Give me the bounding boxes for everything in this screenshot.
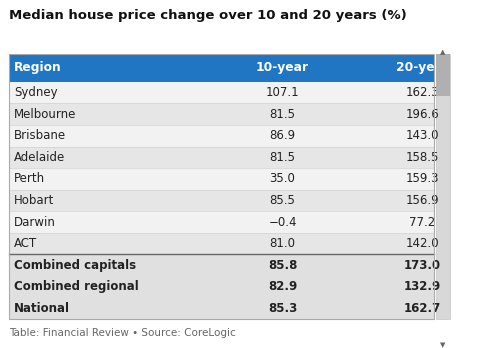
Text: Darwin: Darwin <box>14 215 56 229</box>
Text: −0.4: −0.4 <box>268 215 297 229</box>
Text: 132.9: 132.9 <box>404 280 441 293</box>
Text: Region: Region <box>14 61 62 74</box>
FancyBboxPatch shape <box>436 54 450 96</box>
Text: 20-year: 20-year <box>396 61 449 74</box>
FancyBboxPatch shape <box>9 211 434 233</box>
FancyBboxPatch shape <box>9 254 434 276</box>
Text: 81.0: 81.0 <box>270 237 295 250</box>
Text: 142.0: 142.0 <box>406 237 440 250</box>
Text: 81.5: 81.5 <box>270 108 295 121</box>
Text: 81.5: 81.5 <box>270 151 295 164</box>
Text: National: National <box>14 302 70 315</box>
Text: ▼: ▼ <box>440 342 446 348</box>
Text: 158.5: 158.5 <box>406 151 439 164</box>
FancyBboxPatch shape <box>9 276 434 298</box>
Text: 86.9: 86.9 <box>270 129 295 142</box>
Text: ▲: ▲ <box>440 49 446 55</box>
Text: Median house price change over 10 and 20 years (%): Median house price change over 10 and 20… <box>9 9 407 22</box>
Text: 156.9: 156.9 <box>406 194 440 207</box>
Text: 77.2: 77.2 <box>410 215 436 229</box>
Text: Melbourne: Melbourne <box>14 108 76 121</box>
FancyBboxPatch shape <box>9 147 434 168</box>
FancyBboxPatch shape <box>9 168 434 190</box>
Text: 196.6: 196.6 <box>406 108 440 121</box>
FancyBboxPatch shape <box>9 82 434 103</box>
Text: 107.1: 107.1 <box>266 86 300 99</box>
Text: 85.5: 85.5 <box>270 194 295 207</box>
Text: 85.3: 85.3 <box>268 302 297 315</box>
FancyBboxPatch shape <box>9 54 434 82</box>
Text: Table: Financial Review • Source: CoreLogic: Table: Financial Review • Source: CoreLo… <box>9 327 236 338</box>
Text: 173.0: 173.0 <box>404 259 441 272</box>
Text: 82.9: 82.9 <box>268 280 297 293</box>
FancyBboxPatch shape <box>436 54 450 319</box>
Text: 143.0: 143.0 <box>406 129 440 142</box>
Text: 159.3: 159.3 <box>406 172 440 185</box>
Text: ACT: ACT <box>14 237 37 250</box>
Text: Combined capitals: Combined capitals <box>14 259 136 272</box>
Text: 162.7: 162.7 <box>404 302 441 315</box>
FancyBboxPatch shape <box>9 233 434 254</box>
Text: 10-year: 10-year <box>256 61 309 74</box>
Text: Hobart: Hobart <box>14 194 54 207</box>
FancyBboxPatch shape <box>9 103 434 125</box>
Text: Combined regional: Combined regional <box>14 280 139 293</box>
FancyBboxPatch shape <box>9 125 434 147</box>
FancyBboxPatch shape <box>9 298 434 319</box>
Text: 162.3: 162.3 <box>406 86 440 99</box>
Text: Brisbane: Brisbane <box>14 129 66 142</box>
Text: 35.0: 35.0 <box>270 172 295 185</box>
Text: 85.8: 85.8 <box>268 259 297 272</box>
Text: Sydney: Sydney <box>14 86 58 99</box>
Text: Perth: Perth <box>14 172 45 185</box>
FancyBboxPatch shape <box>9 190 434 211</box>
Text: Adelaide: Adelaide <box>14 151 65 164</box>
